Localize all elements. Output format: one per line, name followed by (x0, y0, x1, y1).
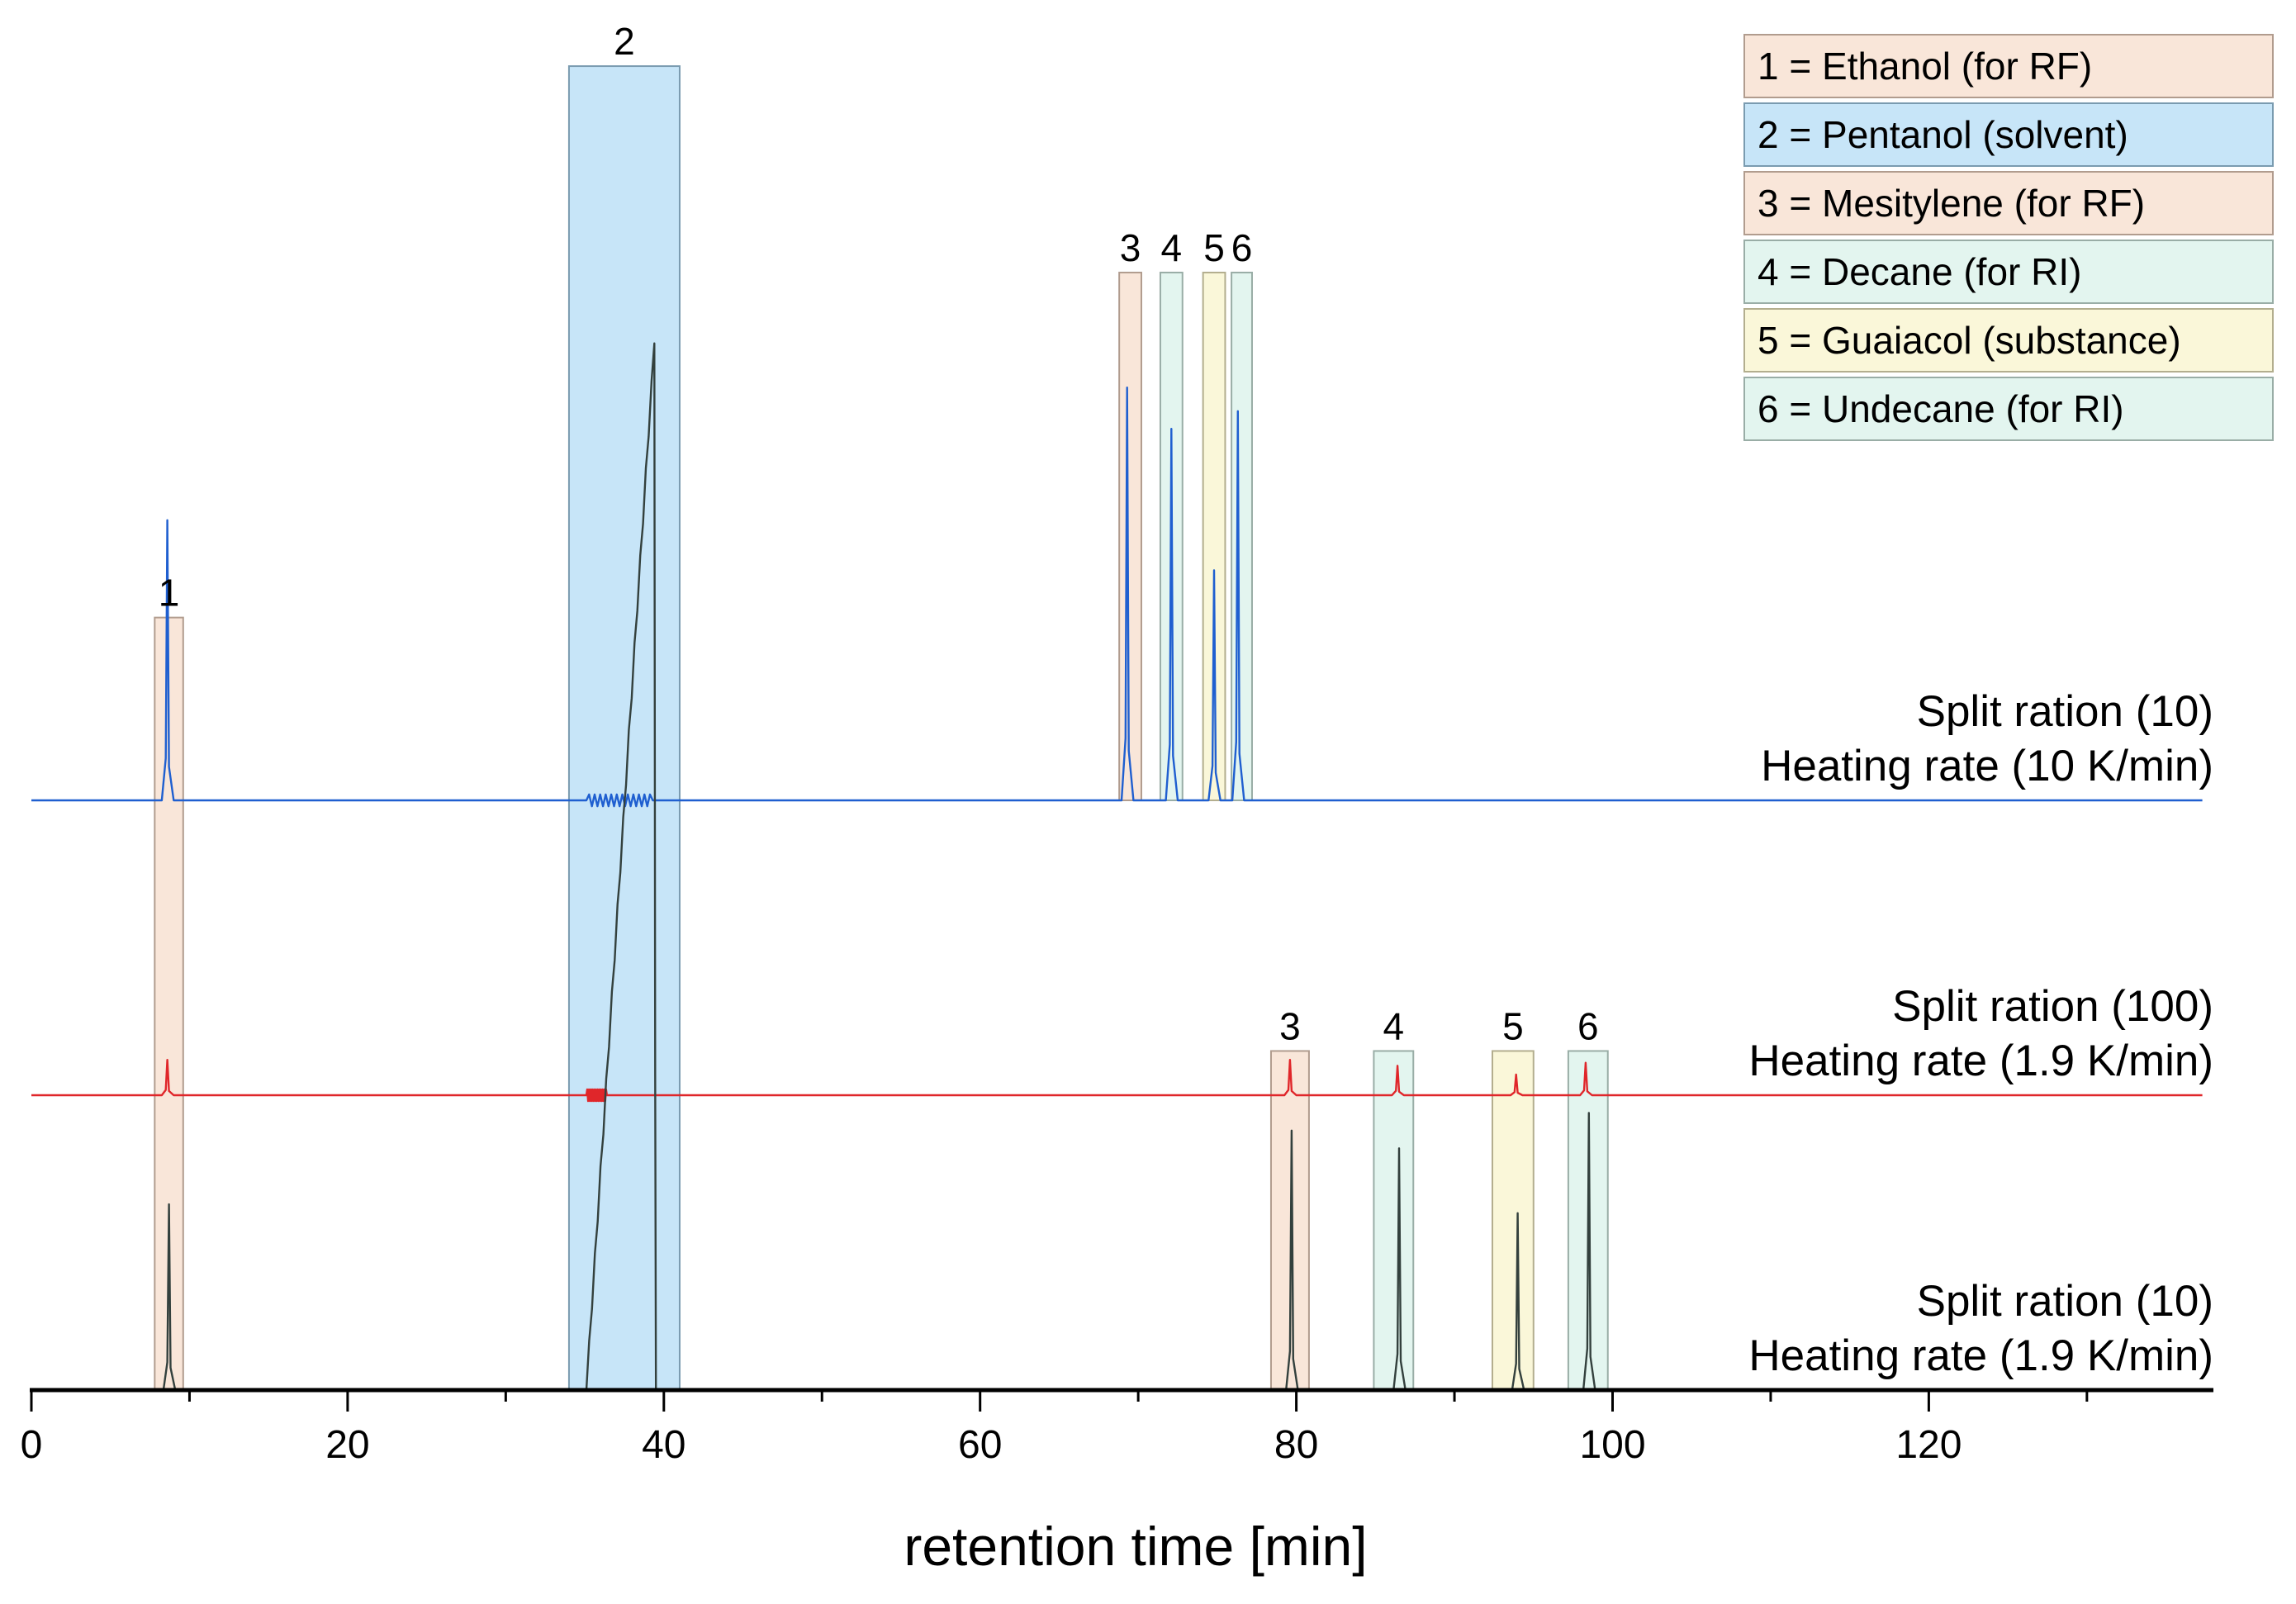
x-tick-label-40: 40 (642, 1423, 685, 1467)
region-compound-5 (1202, 271, 1226, 802)
region-compound-3 (1118, 271, 1142, 802)
legend-swatch-4 (1743, 240, 2274, 304)
x-tick-label-60: 60 (958, 1423, 1002, 1467)
peak-label-2: 2 (614, 20, 635, 63)
trace-label-2-line1: Split ration (10) (1917, 1277, 2213, 1326)
peak-label-4: 4 (1383, 1004, 1405, 1047)
peak-label-6: 6 (1231, 226, 1253, 269)
trace-label-1-line1: Split ration (100) (1892, 982, 2213, 1031)
peak-label-5: 5 (1203, 226, 1225, 269)
peak-label-6: 6 (1577, 1004, 1599, 1047)
x-tick-label-80: 80 (1274, 1423, 1318, 1467)
legend-swatch-1 (1743, 34, 2274, 98)
legend-label-2: 2 = Pentanol (solvent) (1758, 113, 2128, 156)
x-axis-title: retention time [min] (904, 1516, 1367, 1577)
peak-label-5: 5 (1502, 1004, 1524, 1047)
trace-2 (31, 342, 2203, 1392)
trace-labels: Split ration (10) Heating rate (10 K/min)… (1748, 687, 2213, 1380)
trace-label-0-line2: Heating rate (10 K/min) (1761, 742, 2213, 790)
legend-swatch-3 (1743, 171, 2274, 235)
peak-label-3: 3 (1120, 226, 1141, 269)
legend-label-5: 5 = Guaiacol (substance) (1758, 319, 2181, 362)
trace-label-2-line2: Heating rate (1.9 K/min) (1748, 1331, 2213, 1380)
x-tick-label-100: 100 (1579, 1423, 1645, 1467)
trace-label-0-line1: Split ration (10) (1917, 687, 2213, 736)
legend-swatch-5 (1743, 308, 2274, 373)
compound-regions (154, 65, 1609, 1392)
x-tick-label-20: 20 (325, 1423, 369, 1467)
peak-label-1: 1 (159, 572, 180, 615)
x-tick-label-120: 120 (1895, 1423, 1962, 1467)
legend-swatch-6 (1743, 377, 2274, 441)
legend-label-4: 4 = Decane (for RI) (1758, 250, 2081, 293)
trace-0 (31, 387, 2203, 808)
legend-label-1: 1 = Ethanol (for RF) (1758, 45, 2092, 88)
legend-swatch-2 (1743, 102, 2274, 167)
legend-label-3: 3 = Mesitylene (for RF) (1758, 182, 2145, 225)
trace-1 (31, 1058, 2203, 1103)
x-axis-ticks: 0 20 40 60 80 100 120 (21, 1390, 2089, 1467)
region-compound-5 (1491, 1050, 1535, 1391)
chromatogram-traces (31, 342, 2203, 1392)
region-compound-4 (1373, 1050, 1415, 1391)
trace-label-1-line2: Heating rate (1.9 K/min) (1748, 1037, 2213, 1085)
legend-label-6: 6 = Undecane (for RI) (1758, 387, 2124, 430)
peak-number-labels: 123 4 5 63 4 5 6 (159, 20, 1599, 1047)
region-compound-6 (1231, 271, 1253, 802)
legend: 1 = Ethanol (for RF) 2 = Pentanol (solven… (1743, 34, 2274, 441)
region-compound-2 (567, 65, 681, 1392)
peak-label-3: 3 (1279, 1004, 1301, 1047)
peak-label-4: 4 (1161, 226, 1183, 269)
x-tick-label-0: 0 (21, 1423, 43, 1467)
